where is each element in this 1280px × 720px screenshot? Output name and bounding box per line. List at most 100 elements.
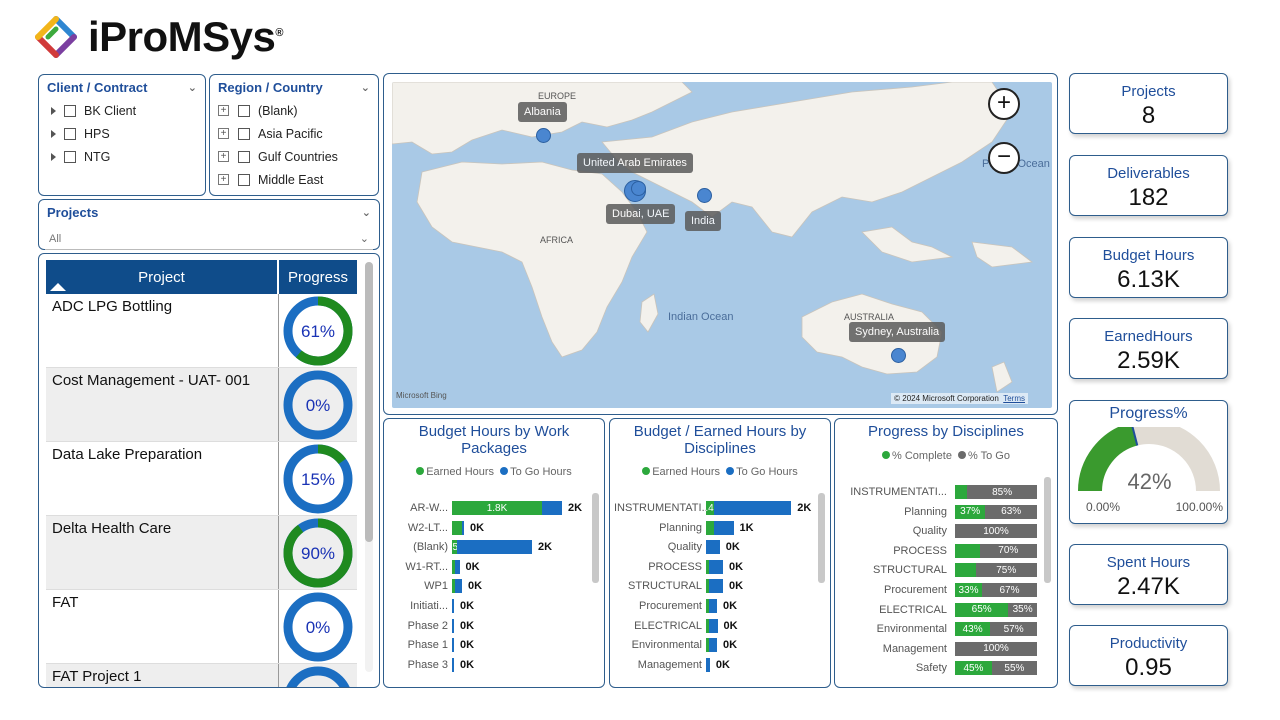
slicer-item-bk-client[interactable]: BK Client <box>39 99 205 122</box>
bar-complete-segment[interactable] <box>955 563 976 578</box>
scrollbar-thumb[interactable] <box>365 262 373 542</box>
bar-complete-segment[interactable] <box>955 543 980 558</box>
bar-row[interactable]: W1-RT... 0K <box>388 559 480 574</box>
bar-togo-segment[interactable]: 75% <box>975 563 1037 578</box>
legend-item[interactable]: Earned Hours <box>416 466 494 478</box>
bar-togo-segment[interactable] <box>454 579 462 594</box>
bar-togo-segment[interactable]: 57% <box>990 622 1037 637</box>
column-header-project[interactable]: Project <box>46 260 279 294</box>
slicer-item-asia-pacific[interactable]: + Asia Pacific <box>210 122 378 145</box>
chevron-down-icon[interactable]: ⌄ <box>361 207 371 219</box>
bar-togo-segment[interactable] <box>452 599 454 613</box>
legend-item[interactable]: To Go Hours <box>726 466 798 478</box>
bar-row[interactable]: AR-W... 1.8K 2K <box>388 501 582 515</box>
table-row[interactable]: Data Lake Preparation 15% <box>46 442 357 516</box>
bar-complete-segment[interactable]: 45% <box>955 661 992 676</box>
bar-row[interactable]: (Blank) 1.5K 2K <box>388 540 552 555</box>
bar-complete-segment[interactable]: 33% <box>955 583 983 597</box>
legend-item[interactable]: To Go Hours <box>500 466 572 478</box>
bar-row[interactable]: Safety 45% 55% <box>839 661 1037 676</box>
bar-togo-segment[interactable] <box>452 657 454 672</box>
bar-togo-segment[interactable] <box>709 559 724 574</box>
expand-icon[interactable] <box>51 106 56 115</box>
bar-earned-segment[interactable] <box>452 520 462 535</box>
bar-togo-segment[interactable]: 35% <box>1008 602 1037 617</box>
column-header-progress[interactable]: Progress <box>279 260 357 294</box>
table-row[interactable]: ADC LPG Bottling 61% <box>46 294 357 368</box>
bar-togo-segment[interactable] <box>462 520 464 535</box>
kpi-spent-hours[interactable]: Spent Hours 2.47K <box>1069 544 1228 605</box>
checkbox[interactable] <box>64 150 76 163</box>
table-row[interactable]: Delta Health Care 90% <box>46 516 357 590</box>
checkbox[interactable] <box>64 104 76 117</box>
bar-row[interactable]: ELECTRICAL 65% 35% <box>839 602 1037 617</box>
bar-row[interactable]: Phase 2 0K <box>388 618 474 633</box>
bar-row[interactable]: WP1 0K <box>388 579 482 594</box>
kpi-progress-gauge[interactable]: Progress% 42% 0.00% 100.00% <box>1069 400 1228 524</box>
plus-icon[interactable]: + <box>218 128 229 139</box>
table-row[interactable]: FAT 0% <box>46 590 357 664</box>
bar-row[interactable]: Planning 1K <box>614 520 754 535</box>
checkbox[interactable] <box>64 127 76 140</box>
bar-row[interactable]: Quality 0K <box>614 540 740 555</box>
plus-icon[interactable]: + <box>218 151 229 162</box>
bar-earned-segment[interactable] <box>706 638 709 653</box>
slicer-item-ntg[interactable]: NTG <box>39 145 205 168</box>
bar-earned-segment[interactable] <box>706 579 710 594</box>
bar-row[interactable]: ELECTRICAL 0K <box>614 618 738 633</box>
table-row[interactable]: Cost Management - UAT- 001 0% <box>46 368 357 442</box>
bar-togo-segment[interactable] <box>706 657 710 672</box>
slicer-item-gulf-countries[interactable]: + Gulf Countries <box>210 145 378 168</box>
bar-row[interactable]: Quality 100% <box>839 524 1037 539</box>
bar-togo-segment[interactable] <box>542 501 562 515</box>
bar-togo-segment[interactable]: 100% <box>955 524 1037 539</box>
bar-togo-segment[interactable] <box>714 520 734 535</box>
bar-row[interactable]: Management 0K <box>614 657 730 672</box>
expand-icon[interactable] <box>51 129 56 138</box>
bar-row[interactable]: STRUCTURAL 75% <box>839 563 1037 578</box>
chevron-down-icon[interactable]: ⌄ <box>187 82 197 94</box>
bar-togo-segment[interactable] <box>452 638 454 653</box>
bar-complete-segment[interactable]: 43% <box>955 622 991 637</box>
bar-row[interactable]: Environmental 0K <box>614 638 737 653</box>
bar-togo-segment[interactable] <box>709 618 718 633</box>
map-canvas[interactable]: EUROPE AFRICA AUSTRALIA Indian Ocean Pac… <box>392 82 1052 408</box>
kpi-budget-hours[interactable]: Budget Hours 6.13K <box>1069 237 1228 298</box>
chart-scrollbar[interactable] <box>1044 477 1051 583</box>
bar-earned-segment[interactable] <box>452 559 455 574</box>
chart-scrollbar[interactable] <box>818 493 825 583</box>
bar-row[interactable]: Procurement 33% 67% <box>839 583 1037 597</box>
bar-row[interactable]: PROCESS 70% <box>839 543 1037 558</box>
zoom-out-button[interactable]: − <box>988 142 1020 174</box>
bar-togo-segment[interactable] <box>708 638 717 653</box>
bar-earned-segment[interactable]: 1.4K <box>706 501 715 515</box>
bar-togo-segment[interactable]: 100% <box>955 641 1037 656</box>
map-point-albania[interactable] <box>536 128 551 143</box>
bar-togo-segment[interactable] <box>454 559 460 574</box>
bar-togo-segment[interactable] <box>709 579 724 594</box>
bar-row[interactable]: W2-LT... 0K <box>388 520 484 535</box>
map-point-india[interactable] <box>697 188 712 203</box>
bar-togo-segment[interactable] <box>714 501 792 515</box>
bar-row[interactable]: Planning 37% 63% <box>839 504 1037 519</box>
bar-row[interactable]: INSTRUMENTATI...1.4K 2K <box>614 501 811 515</box>
checkbox[interactable] <box>238 150 250 163</box>
bar-earned-segment[interactable] <box>452 579 455 594</box>
chevron-down-icon[interactable]: ⌄ <box>360 82 370 94</box>
kpi-earned-hours[interactable]: EarnedHours 2.59K <box>1069 318 1228 379</box>
bar-row[interactable]: PROCESS 0K <box>614 559 743 574</box>
sort-ascending-icon[interactable] <box>50 283 66 291</box>
bar-earned-segment[interactable] <box>706 599 709 613</box>
table-row[interactable]: FAT Project 1 <box>46 664 357 687</box>
legend-item[interactable]: % To Go <box>957 450 1010 462</box>
plus-icon[interactable]: + <box>218 174 229 185</box>
bar-earned-segment[interactable]: 1.8K <box>452 501 542 515</box>
bar-row[interactable]: INSTRUMENTATI... 85% <box>839 485 1037 499</box>
bar-togo-segment[interactable] <box>457 540 532 555</box>
bar-row[interactable]: STRUCTURAL 0K <box>614 579 743 594</box>
bar-togo-segment[interactable]: 70% <box>979 543 1037 558</box>
kpi-deliverables[interactable]: Deliverables 182 <box>1069 155 1228 216</box>
checkbox[interactable] <box>238 127 250 140</box>
bar-row[interactable]: Initiati... 0K <box>388 599 474 613</box>
projects-dropdown[interactable]: All ⌄ <box>45 228 373 250</box>
